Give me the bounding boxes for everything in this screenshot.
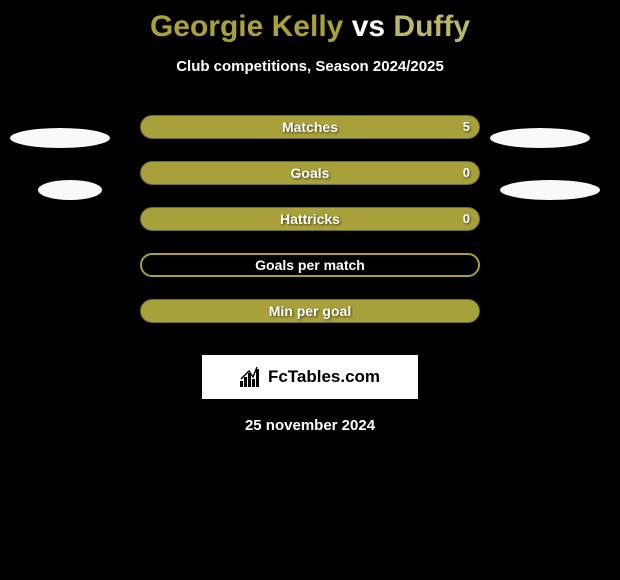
stat-row: Min per goal <box>0 299 620 345</box>
footer-date: 25 november 2024 <box>0 417 620 434</box>
player1-name: Georgie Kelly <box>150 10 343 43</box>
stat-label: Goals per match <box>140 253 480 277</box>
stat-value-right: 0 <box>140 161 470 185</box>
stat-row: Goals per match <box>0 253 620 299</box>
footer-logo: FcTables.com <box>202 355 418 399</box>
stat-value-right: 5 <box>140 115 470 139</box>
stat-bars: Matches5Goals0Hattricks0Goals per match M… <box>0 115 620 345</box>
stat-row: Matches5 <box>0 115 620 161</box>
subtitle: Club competitions, Season 2024/2025 <box>0 58 620 75</box>
player2-name: Duffy <box>393 10 470 43</box>
vs-text: vs <box>352 10 385 43</box>
chart-icon <box>240 367 262 387</box>
stat-row: Hattricks0 <box>0 207 620 253</box>
stat-row: Goals0 <box>0 161 620 207</box>
page-title: Georgie Kelly vs Duffy <box>0 0 620 44</box>
footer-logo-text: FcTables.com <box>268 367 380 387</box>
stat-value-right: 0 <box>140 207 470 231</box>
stat-label: Min per goal <box>140 299 480 323</box>
